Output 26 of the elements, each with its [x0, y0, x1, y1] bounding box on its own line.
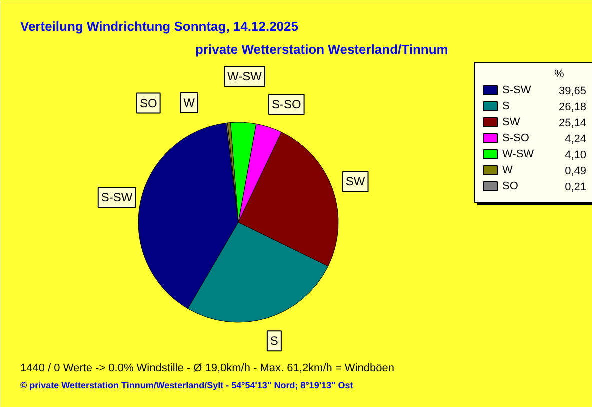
slice-label: S	[270, 334, 278, 348]
slice-label: S-SW	[101, 190, 134, 204]
legend-label: S	[502, 100, 510, 112]
chart-subtitle: private Wetterstation Westerland/Tinnum	[196, 42, 448, 57]
category-label: W	[184, 96, 195, 110]
legend-label: W	[502, 164, 514, 176]
legend-label: SW	[502, 116, 521, 128]
text: © private Wetterstation Tinnum/Westerland/Sylt - 54°54'13" Nord; 8°19'13" Ost	[20, 380, 354, 390]
legend-label: SO	[502, 180, 519, 192]
data-label: 0,49	[565, 166, 587, 178]
category-label: SO	[140, 96, 158, 110]
chart-title: Verteilung Windrichtung Sonntag, 14.12.2025	[20, 19, 298, 34]
data-label: 25,14	[558, 118, 587, 130]
data-label: 39,65	[558, 86, 587, 98]
legend-label: S-SW	[502, 84, 532, 96]
legend-label: S-SO	[502, 132, 530, 144]
slice-label: W-SW	[228, 70, 263, 84]
data-label: 4,24	[565, 134, 587, 146]
slice-label: SW	[346, 174, 366, 189]
legend-title: %	[554, 68, 564, 80]
legend-label: W-SW	[502, 148, 535, 160]
text: 1440 / 0 Werte -> 0.0% Windstille - Ø 19,0km/h - Max. 61,2km/h = Windböen	[20, 362, 394, 374]
data-label: 26,18	[558, 102, 587, 114]
slice-label: S-SO	[272, 98, 302, 112]
data-label: 4,10	[565, 150, 587, 162]
data-label: 0,21	[565, 182, 587, 194]
